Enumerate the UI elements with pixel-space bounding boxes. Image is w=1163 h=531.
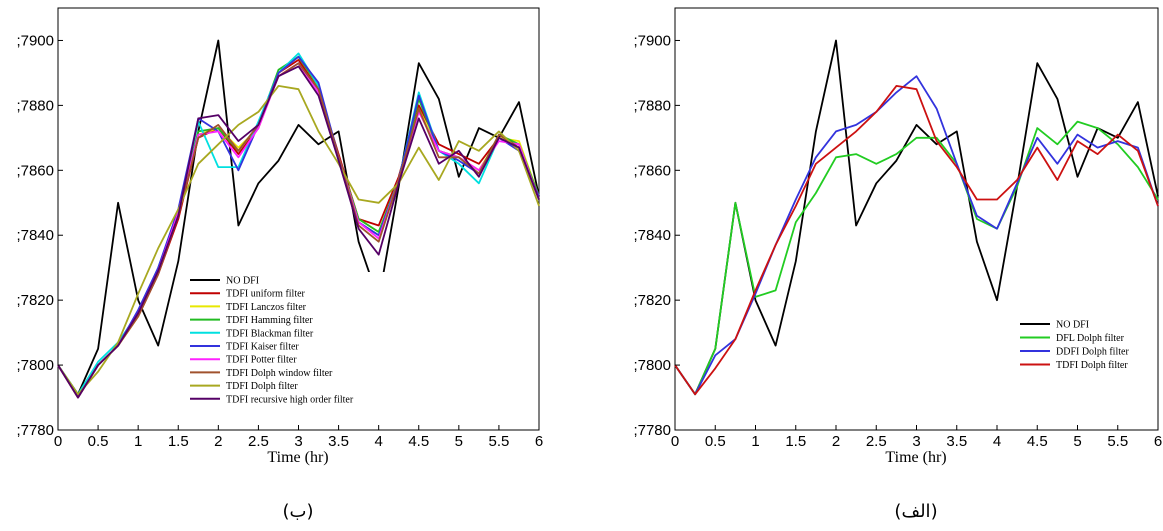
x-tick-label: 4 xyxy=(993,433,1001,450)
legend-label: TDFI Hamming filter xyxy=(226,315,313,326)
x-tick-label: 3.5 xyxy=(328,433,349,450)
x-tick-label: 1.5 xyxy=(168,433,189,450)
x-tick-label: 4.5 xyxy=(408,433,429,450)
x-tick-label: 2 xyxy=(832,433,840,450)
x-tick-label: 3.5 xyxy=(946,433,967,450)
x-tick-label: 0 xyxy=(54,433,62,450)
legend-label: TDFI Dolph filter xyxy=(1056,360,1128,371)
y-tick-label: ;7880 xyxy=(16,97,54,114)
x-tick-label: 2.5 xyxy=(248,433,269,450)
legend-label: TDFI Dolph filter xyxy=(226,381,298,392)
x-tick-label: 0.5 xyxy=(88,433,109,450)
y-tick-label: ;7880 xyxy=(633,97,671,114)
legend-label: NO DFI xyxy=(1056,320,1089,331)
x-tick-label: 2 xyxy=(214,433,222,450)
y-tick-label: ;7860 xyxy=(633,162,671,179)
x-tick-label: 5.5 xyxy=(1107,433,1128,450)
x-tick-label: 1 xyxy=(751,433,759,450)
legend-label: TDFI Potter filter xyxy=(226,355,297,366)
ticks-layer: 0 0.5 1 1.5 2 2.5 3 3.5 4 4.5 5 5.5 6 ;7780 ;7800 ;7820… xyxy=(16,32,543,450)
y-tick-label: ;7800 xyxy=(16,357,54,374)
legend: NO DFI DFL Dolph filter DDFI Dolph filter T… xyxy=(1008,314,1144,372)
legend-label: TDFI uniform filter xyxy=(226,289,306,300)
x-tick-label: 2.5 xyxy=(866,433,887,450)
legend-label: TDFI Blackman filter xyxy=(226,328,314,339)
legend-label: NO DFI xyxy=(226,276,259,287)
legend-label: TDFI Kaiser filter xyxy=(226,342,299,353)
chart-b: 0 0.5 1 1.5 2 2.5 3 3.5 4 4.5 5 5.5 6 ;7780 ;7800 ;7820… xyxy=(16,7,543,522)
series-line-1 xyxy=(674,120,1159,396)
y-tick-label: ;7840 xyxy=(16,227,54,244)
legend-label: TDFI Lanczos filter xyxy=(226,302,307,313)
x-axis-label: Time (hr) xyxy=(885,449,946,466)
x-tick-label: 6 xyxy=(1154,433,1162,450)
y-tick-label: ;7820 xyxy=(633,292,671,309)
y-tick-label: ;7900 xyxy=(633,32,671,49)
x-tick-label: 4.5 xyxy=(1027,433,1048,450)
y-tick-label: ;7780 xyxy=(16,422,54,439)
x-tick-label: 6 xyxy=(535,433,543,450)
legend-label: TDFI Dolph window filter xyxy=(226,368,333,379)
legend-label: TDFI recursive high order filter xyxy=(226,394,354,405)
x-tick-label: 0.5 xyxy=(705,433,726,450)
chart-caption: (ب) xyxy=(282,501,313,522)
series-line-9 xyxy=(57,65,540,399)
series-line-8 xyxy=(57,85,540,396)
x-tick-label: 4 xyxy=(374,433,382,450)
series-line-2 xyxy=(674,75,1159,396)
x-tick-label: 3 xyxy=(912,433,920,450)
x-tick-label: 0 xyxy=(671,433,679,450)
legend-label: DFL Dolph filter xyxy=(1056,333,1125,344)
series-line-7 xyxy=(57,62,540,399)
x-tick-label: 1.5 xyxy=(785,433,806,450)
chart-alef: 0 0.5 1 1.5 2 2.5 3 3.5 4 4.5 5 5.5 6 ;7780 ;7800 ;7820… xyxy=(633,7,1162,522)
x-tick-label: 3 xyxy=(294,433,302,450)
series-layer xyxy=(57,39,540,399)
y-tick-label: ;7800 xyxy=(633,357,671,374)
series-line-0 xyxy=(57,39,540,396)
series-line-5 xyxy=(57,55,540,399)
x-axis-label: Time (hr) xyxy=(267,449,328,466)
y-tick-label: ;7860 xyxy=(16,162,54,179)
x-tick-label: 5 xyxy=(455,433,463,450)
y-tick-label: ;7780 xyxy=(633,422,671,439)
legend: NO DFI TDFI uniform filter TDFI Lanczos fi… xyxy=(178,272,388,408)
chart-caption: (الف) xyxy=(894,501,937,522)
legend-label: DDFI Dolph filter xyxy=(1056,347,1129,358)
x-tick-label: 1 xyxy=(134,433,142,450)
x-tick-label: 5.5 xyxy=(488,433,509,450)
y-tick-label: ;7820 xyxy=(16,292,54,309)
y-tick-label: ;7840 xyxy=(633,227,671,244)
y-tick-label: ;7900 xyxy=(16,32,54,49)
series-line-3 xyxy=(674,85,1159,396)
ticks-layer: 0 0.5 1 1.5 2 2.5 3 3.5 4 4.5 5 5.5 6 ;7780 ;7800 ;7820… xyxy=(633,32,1162,450)
x-tick-label: 5 xyxy=(1073,433,1081,450)
series-layer xyxy=(674,39,1159,396)
series-line-0 xyxy=(674,39,1159,396)
